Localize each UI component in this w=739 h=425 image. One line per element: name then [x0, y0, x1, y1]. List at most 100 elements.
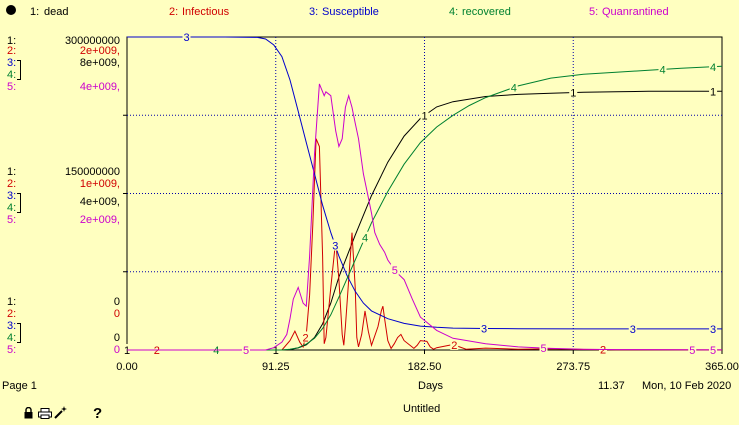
scale-mid-val-3: 4e+009, — [79, 196, 120, 208]
scale-mid-num-3: 3: — [7, 190, 17, 202]
series-marker-bg-3 — [331, 239, 340, 251]
scale-top-num-4: 4: — [7, 69, 17, 81]
legend-4-label: 4: — [449, 6, 459, 18]
scale-top-val-5: 4e+009, — [79, 81, 120, 93]
scale-mid-val-5: 2e+009, — [79, 214, 120, 226]
series-marker-1: 1 — [570, 88, 576, 100]
legend-2-label: 2: — [169, 6, 179, 18]
x-tick-label: 0.00 — [116, 361, 137, 373]
series-marker-3: 3 — [332, 241, 338, 253]
legend-3-name: Susceptible — [322, 6, 379, 18]
series-line-5 — [127, 83, 723, 351]
scale-mid-bracket — [17, 193, 21, 213]
series-marker-bg-5 — [709, 343, 718, 355]
series-marker-4: 4 — [511, 83, 517, 95]
scale-top-num-3: 3: — [7, 57, 17, 69]
series-marker-3: 3 — [630, 324, 636, 336]
series-marker-5: 5 — [540, 343, 546, 355]
x-tick-label: 182.50 — [408, 361, 442, 373]
document-title: Untitled — [403, 403, 441, 415]
series-marker-bg-3 — [480, 322, 488, 334]
legend-4-name: recovered — [462, 6, 511, 18]
series-marker-5: 5 — [710, 345, 716, 357]
lock-icon[interactable] — [24, 407, 33, 419]
series-line-4 — [127, 65, 723, 351]
scale-mid-num-5: 5: — [7, 214, 17, 226]
series-marker-bg-1 — [569, 86, 578, 98]
series-marker-bg-4 — [709, 60, 718, 72]
series-marker-bg-5 — [390, 263, 399, 275]
series-marker-3: 3 — [183, 32, 189, 44]
series-marker-bg-1 — [709, 85, 718, 97]
series-marker-bg-4 — [658, 63, 667, 75]
help-button[interactable]: ? — [93, 405, 103, 422]
date-readout: Mon, 10 Feb 2020 — [642, 380, 732, 392]
scale-bot-val-5: 0 — [113, 344, 120, 356]
print-icon[interactable] — [38, 408, 52, 419]
magic-wand-icon[interactable] — [54, 406, 67, 419]
series-marker-2: 2 — [302, 332, 308, 344]
series-marker-5: 5 — [689, 345, 695, 357]
series-marker-4: 4 — [362, 233, 368, 245]
legend-1-name: dead — [44, 6, 69, 18]
series-marker-4: 4 — [213, 345, 219, 357]
series-marker-1: 1 — [273, 345, 279, 357]
scale-mid-num-1: 1: — [7, 166, 17, 178]
legend-2-name: Infectious — [182, 6, 230, 18]
scale-top-val-1: 300000000 — [64, 35, 120, 47]
time-readout: 11.37 — [598, 380, 625, 392]
series-marker-bg-3 — [709, 322, 718, 334]
scale-mid-num-2: 2: — [7, 178, 17, 190]
series-marker-2: 2 — [600, 345, 606, 357]
scale-bot-val-1: 0 — [113, 296, 120, 308]
x-axis-title: Days — [418, 380, 444, 392]
series-marker-1: 1 — [710, 86, 716, 98]
series-marker-3: 3 — [710, 324, 716, 336]
legend-5-name: Quanrantined — [602, 6, 669, 18]
series-marker-2: 2 — [451, 340, 457, 352]
series-marker-bg-5 — [242, 344, 250, 355]
scale-top-num-5: 5: — [7, 81, 17, 93]
scale-bot-num-3: 3: — [7, 320, 17, 332]
scale-top-val-2: 2e+009, — [79, 45, 120, 57]
scale-bot-val-4: 0 — [113, 332, 120, 344]
series-marker-bg-4 — [509, 81, 518, 93]
legend-3-label: 3: — [309, 6, 319, 18]
series-marker-4: 4 — [710, 62, 716, 74]
scale-mid-num-4: 4: — [7, 202, 17, 214]
legend-5-label: 5: — [589, 6, 599, 18]
series-marker-5: 5 — [243, 345, 249, 357]
series-marker-bg-3 — [628, 322, 637, 334]
series-marker-bg-2 — [301, 331, 310, 343]
scale-bot-num-1: 1: — [7, 296, 17, 308]
scale-bot-bracket — [17, 323, 21, 343]
series-marker-2: 2 — [154, 345, 160, 357]
x-tick-label: 91.25 — [262, 361, 290, 373]
scale-top-val-3: 8e+009, — [79, 57, 120, 69]
series-line-3 — [127, 36, 722, 330]
scale-mid-val-2: 1e+009, — [79, 178, 120, 190]
x-tick-label: 365.00 — [705, 361, 739, 373]
series-marker-bg-4 — [361, 231, 369, 243]
series-marker-4: 4 — [659, 64, 665, 76]
series-line-2 — [127, 138, 723, 351]
legend-1-label: 1: — [30, 6, 40, 18]
page-label[interactable]: Page 1 — [2, 380, 37, 392]
series-marker-bg-1 — [420, 109, 429, 121]
scale-top-num-2: 2: — [7, 45, 17, 57]
scale-mid-val-1: 150000000 — [64, 166, 120, 178]
series-marker-1: 1 — [124, 345, 130, 357]
graph-pad-icon[interactable] — [6, 5, 16, 15]
series-marker-3: 3 — [481, 323, 487, 335]
x-tick-label: 273.75 — [556, 361, 590, 373]
series-marker-5: 5 — [392, 265, 398, 277]
series-marker-bg-3 — [182, 31, 191, 42]
scale-top-bracket — [17, 60, 21, 80]
scale-bot-num-2: 2: — [7, 308, 17, 320]
series-marker-bg-5 — [688, 343, 697, 355]
scale-bot-num-4: 4: — [7, 332, 17, 344]
scale-top-num-1: 1: — [7, 35, 17, 47]
series-marker-1: 1 — [421, 111, 427, 123]
